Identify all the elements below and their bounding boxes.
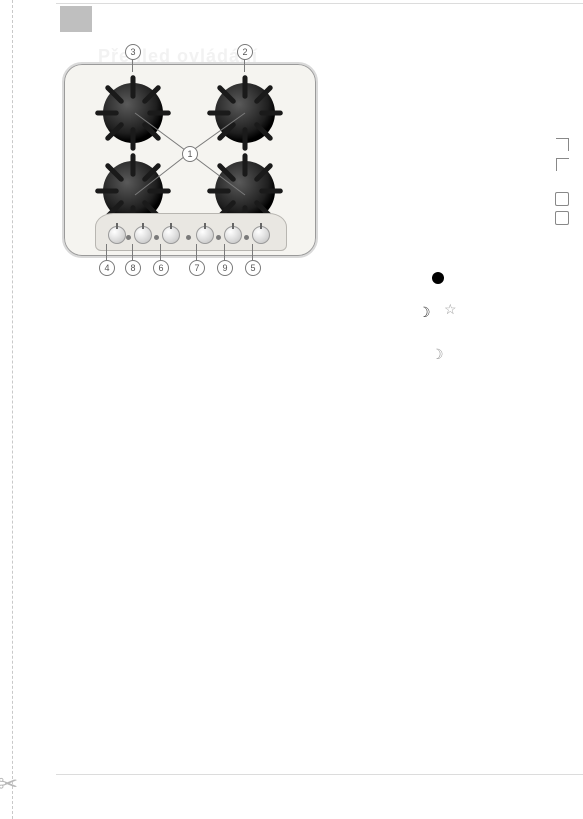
deco-moon-icon: ☽: [418, 304, 431, 321]
margin-icon: [556, 158, 569, 171]
grate-top-left: [91, 71, 175, 155]
knob-panel: [95, 213, 287, 251]
callout-5: 5: [245, 260, 261, 276]
section-tab: [60, 6, 92, 32]
callout-3: 3: [125, 44, 141, 60]
deco-star-icon: ☆: [444, 301, 457, 318]
hob-diagram: 1: [64, 64, 316, 256]
cut-line: [12, 0, 13, 819]
document-page: ✂ Přehled ovládání: [0, 0, 583, 819]
knob-e: [224, 226, 242, 244]
callout-7: 7: [189, 260, 205, 276]
knob-b: [134, 226, 152, 244]
knob-d: [196, 226, 214, 244]
deco-moon-icon: ☽: [431, 346, 444, 363]
knob-f: [252, 226, 270, 244]
margin-icon: [555, 211, 569, 225]
grate-bottom-right: [203, 149, 287, 233]
margin-icon: [556, 138, 569, 151]
burner-bottom-left: [103, 161, 163, 221]
callout-1: 1: [182, 146, 198, 162]
callout-6: 6: [153, 260, 169, 276]
burner-top-right: [215, 83, 275, 143]
grate-bottom-left: [91, 149, 175, 233]
panel-dot: [244, 235, 249, 240]
panel-dot: [154, 235, 159, 240]
centre-leads: [65, 65, 315, 255]
callout-2: 2: [237, 44, 253, 60]
knob-a: [108, 226, 126, 244]
callout-8: 8: [125, 260, 141, 276]
callout-4: 4: [99, 260, 115, 276]
margin-icon: [555, 192, 569, 206]
deco-dot: [432, 272, 444, 284]
panel-dot: [126, 235, 131, 240]
panel-dot: [216, 235, 221, 240]
burner-top-left: [103, 83, 163, 143]
bottom-rule: [56, 774, 583, 775]
panel-dot: [186, 235, 191, 240]
burner-bottom-right: [215, 161, 275, 221]
top-rule: [56, 3, 583, 4]
knob-c: [162, 226, 180, 244]
scissors-icon: ✂: [0, 770, 18, 799]
grate-top-right: [203, 71, 287, 155]
callout-9: 9: [217, 260, 233, 276]
